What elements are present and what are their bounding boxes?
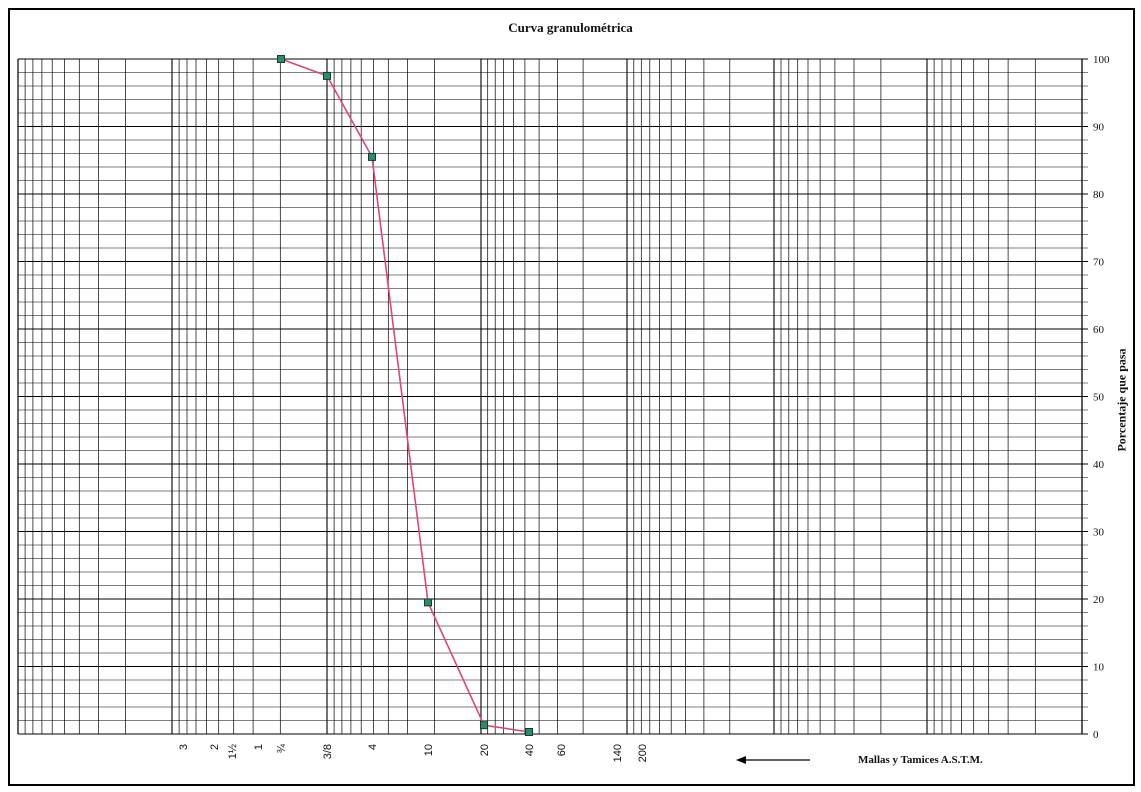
y-tick-label: 20 [1093, 594, 1105, 606]
y-tick-label: 50 [1093, 392, 1105, 404]
x-tick-label: 10 [423, 744, 435, 756]
x-tick-labels: 3 2 1½ 1 ¾ 3/8 4 10 20 40 60 140 200 [178, 743, 649, 762]
x-tick-label: 40 [524, 744, 536, 756]
chart-title: Curva granulométrica [508, 20, 633, 35]
y-tick-label: 90 [1093, 122, 1105, 134]
x-tick-label: ¾ [276, 743, 288, 753]
y-tick-label: 40 [1093, 459, 1105, 471]
series-curve [277, 55, 533, 736]
data-point [424, 598, 432, 607]
data-point [368, 152, 376, 161]
x-tick-label: 200 [637, 744, 649, 762]
x-tick-label: 2 [209, 744, 221, 750]
data-point [480, 721, 488, 730]
y-tick-label: 80 [1093, 189, 1105, 201]
x-tick-label: 20 [479, 744, 491, 756]
y-tick-label: 30 [1093, 527, 1105, 539]
series-line [280, 58, 530, 733]
x-tick-label: 140 [612, 744, 624, 762]
data-point [323, 71, 331, 80]
data-point [277, 55, 285, 63]
x-tick-label: 60 [556, 744, 568, 756]
y-tick-label: 10 [1093, 662, 1105, 674]
horizontal-gridlines [18, 58, 1088, 735]
y-tick-label: 100 [1093, 54, 1110, 66]
y-tick-labels: 0 10 20 30 40 50 60 70 80 90 100 [1093, 54, 1110, 741]
x-axis-label: Mallas y Tamices A.S.T.M. [858, 754, 983, 766]
y-tick-label: 60 [1093, 324, 1105, 336]
data-point [525, 728, 533, 736]
arrow-indicator [736, 756, 810, 764]
y-axis-label: Porcentaje que pasa [1114, 348, 1129, 452]
y-tick-label: 70 [1093, 257, 1105, 269]
x-tick-label: 1 [253, 744, 265, 750]
x-tick-label: 3 [178, 744, 190, 750]
x-tick-label: 4 [367, 744, 379, 750]
x-tick-label: 1½ [227, 744, 239, 759]
x-tick-label: 3/8 [322, 744, 334, 759]
y-tick-label: 0 [1093, 729, 1099, 741]
